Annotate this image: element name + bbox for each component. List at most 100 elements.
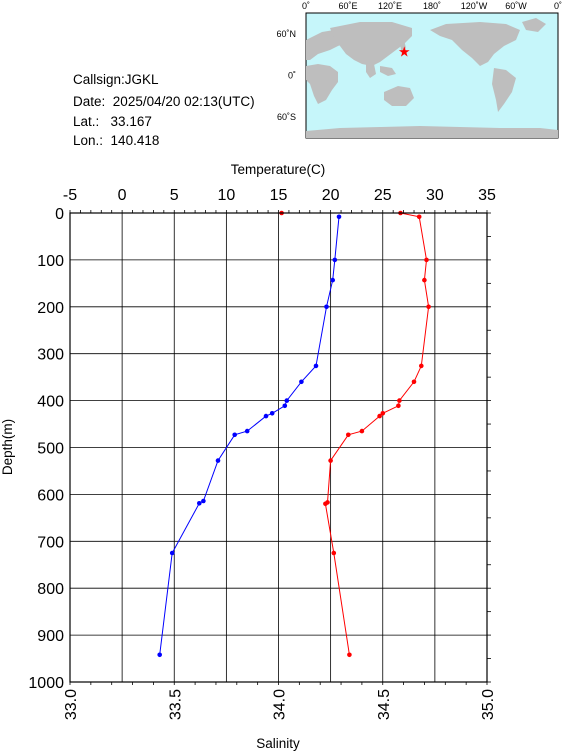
temperature-data-point — [419, 363, 424, 369]
salinity-data-point — [332, 257, 338, 263]
australia-landmass — [384, 86, 414, 106]
temperature-data-point — [422, 277, 427, 283]
salinity-axis-label: Salinity — [256, 736, 300, 751]
temperature-data-point — [359, 428, 365, 434]
depth-tick-label: 300 — [37, 347, 64, 364]
map-longitude-label: 60˚E — [338, 1, 357, 11]
temperature-tick-label: 0 — [118, 187, 127, 204]
depth-tick-label: 400 — [37, 394, 64, 411]
salinity-data-point — [313, 363, 319, 369]
map-latitude-label: 60˚N — [276, 29, 296, 39]
salinity-data-point — [299, 379, 304, 385]
depth-tick-label: 600 — [37, 487, 64, 504]
temperature-data-point — [328, 458, 333, 463]
temperature-tick-label: 15 — [270, 187, 288, 204]
lat-label: Lat.: — [73, 114, 100, 129]
depth-tick-label: 100 — [37, 253, 64, 270]
map-latitude-label: 0˚ — [288, 71, 296, 81]
salinity-tick-label: 34.5 — [376, 689, 393, 720]
depth-axis-label: Depth(m) — [0, 419, 15, 475]
map-latitude-labels: 60˚N 0˚ 60˚S — [276, 29, 296, 122]
callsign-line: Callsign:JGKL — [73, 72, 159, 87]
date-label: Date: — [73, 94, 106, 109]
map-longitude-label: 120˚W — [461, 1, 488, 11]
temperature-tick-label: 5 — [170, 187, 179, 204]
temperature-data-point — [424, 257, 429, 263]
salinity-data-point — [215, 458, 221, 463]
lat-value: 33.167 — [110, 114, 152, 129]
temperature-data-point — [397, 398, 402, 403]
salinity-tick-label: 34.0 — [272, 689, 289, 720]
temperature-tick-label: 10 — [217, 187, 235, 204]
salinity-data-point — [157, 652, 162, 658]
chart-area: -5 0 5 10 15 20 25 30 35 33.0 33.5 34.0 34.5 35.0 0 1… — [0, 162, 497, 751]
salinity-data-point — [324, 304, 329, 310]
salinity-data-point — [269, 411, 275, 416]
station-marker-icon: ★ — [398, 44, 411, 60]
depth-tick-label: 800 — [37, 581, 64, 598]
temperature-axis-label: Temperature(C) — [231, 162, 326, 177]
callsign-label: Callsign: — [73, 72, 125, 87]
world-map: ★ 0˚ 60˚E 120˚E 180˚ 120˚W 60˚W 0˚ 60˚N 0˚ 60˚S — [276, 1, 562, 139]
salinity-data-point — [263, 413, 269, 419]
north-america-landmass — [430, 22, 520, 66]
temperature-data-point — [377, 413, 382, 419]
salinity-tick-label: 33.0 — [63, 689, 80, 720]
temperature-data-point — [380, 411, 386, 416]
depth-tick-label: 0 — [55, 206, 64, 223]
temperature-tick-label: 20 — [322, 187, 340, 204]
callsign-value: JGKL — [124, 72, 159, 87]
map-longitude-label: 120˚E — [378, 1, 402, 11]
temperature-tick-label: 30 — [426, 187, 444, 204]
temperature-data-point — [331, 550, 337, 556]
temperature-tick-label: 25 — [374, 187, 392, 204]
map-longitude-label: 180˚ — [423, 1, 441, 11]
depth-tick-labels: 0 100 200 300 400 500 600 700 800 900 1000 — [28, 206, 64, 692]
map-longitude-label: 60˚W — [505, 1, 527, 11]
salinity-tick-label: 33.5 — [167, 689, 184, 720]
depth-tick-label: 700 — [37, 534, 64, 551]
africa-landmass — [306, 64, 338, 104]
map-latitude-label: 60˚S — [277, 112, 296, 122]
greenland-landmass — [522, 18, 546, 32]
salinity-tick-label: 35.0 — [480, 689, 497, 720]
map-longitude-label: 0˚ — [302, 1, 310, 11]
temperature-data-point — [426, 304, 431, 310]
salinity-data-point — [336, 214, 342, 220]
map-longitude-labels: 0˚ 60˚E 120˚E 180˚ 120˚W 60˚W 0˚ — [302, 1, 562, 11]
salinity-data-point — [201, 498, 206, 504]
date-line: Date: 2025/04/20 02:13(UTC) — [73, 94, 255, 109]
salinity-tick-labels: 33.0 33.5 34.0 34.5 35.0 — [63, 689, 497, 720]
salinity-data-point — [232, 432, 237, 438]
temperature-data-point — [416, 214, 422, 220]
salinity-data-point — [169, 550, 175, 556]
plot-frame — [69, 212, 488, 683]
japan-landmass — [400, 40, 406, 54]
salinity-data-point — [197, 501, 202, 506]
temperature-tick-labels: -5 0 5 10 15 20 25 30 35 — [63, 187, 496, 204]
depth-tick-label: 900 — [37, 628, 64, 645]
lon-line: Lon.: 140.418 — [73, 133, 159, 148]
antarctica-landmass — [306, 126, 558, 138]
india-landmass — [366, 64, 376, 78]
map-longitude-label: 0˚ — [554, 1, 562, 11]
temperature-tick-label: 35 — [478, 187, 496, 204]
salinity-data-point — [284, 398, 290, 403]
date-value: 2025/04/20 02:13(UTC) — [112, 94, 255, 109]
asia-landmass — [330, 22, 412, 66]
temperature-tick-label: -5 — [63, 187, 77, 204]
lon-value: 140.418 — [110, 133, 160, 148]
salinity-data-point — [330, 277, 336, 283]
salinity-data-point — [244, 428, 250, 434]
map-land — [306, 18, 558, 138]
temperature-data-point — [347, 652, 352, 658]
depth-tick-label: 200 — [37, 300, 64, 317]
lat-line: Lat.: 33.167 — [73, 114, 152, 129]
temperature-data-point — [396, 403, 401, 409]
salinity-data-point — [282, 403, 288, 409]
temperature-data-point — [346, 432, 351, 438]
temperature-data-point — [323, 501, 328, 507]
lon-label: Lon.: — [73, 133, 104, 148]
south-america-landmass — [492, 68, 516, 112]
